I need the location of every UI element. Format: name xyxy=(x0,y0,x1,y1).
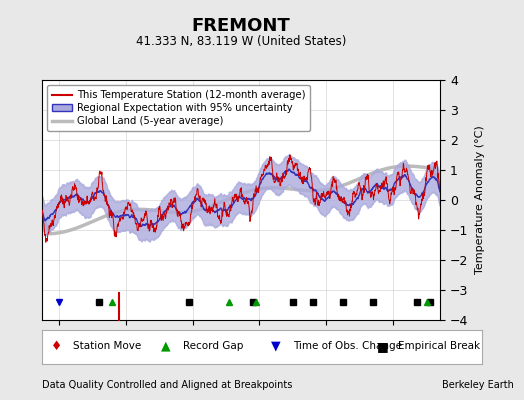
Text: 41.333 N, 83.119 W (United States): 41.333 N, 83.119 W (United States) xyxy=(136,36,346,48)
Y-axis label: Temperature Anomaly (°C): Temperature Anomaly (°C) xyxy=(475,126,485,274)
Text: Time of Obs. Change: Time of Obs. Change xyxy=(293,341,402,351)
Text: Empirical Break: Empirical Break xyxy=(398,341,481,351)
Text: FREMONT: FREMONT xyxy=(192,17,290,35)
Text: Berkeley Earth: Berkeley Earth xyxy=(442,380,514,390)
Text: Station Move: Station Move xyxy=(73,341,141,351)
Text: Record Gap: Record Gap xyxy=(183,341,243,351)
Text: ■: ■ xyxy=(376,340,388,353)
Text: ▲: ▲ xyxy=(161,340,170,353)
Text: ▼: ▼ xyxy=(271,340,280,353)
Text: Data Quality Controlled and Aligned at Breakpoints: Data Quality Controlled and Aligned at B… xyxy=(42,380,292,390)
Legend: This Temperature Station (12-month average), Regional Expectation with 95% uncer: This Temperature Station (12-month avera… xyxy=(47,85,310,131)
Text: ♦: ♦ xyxy=(51,340,62,353)
